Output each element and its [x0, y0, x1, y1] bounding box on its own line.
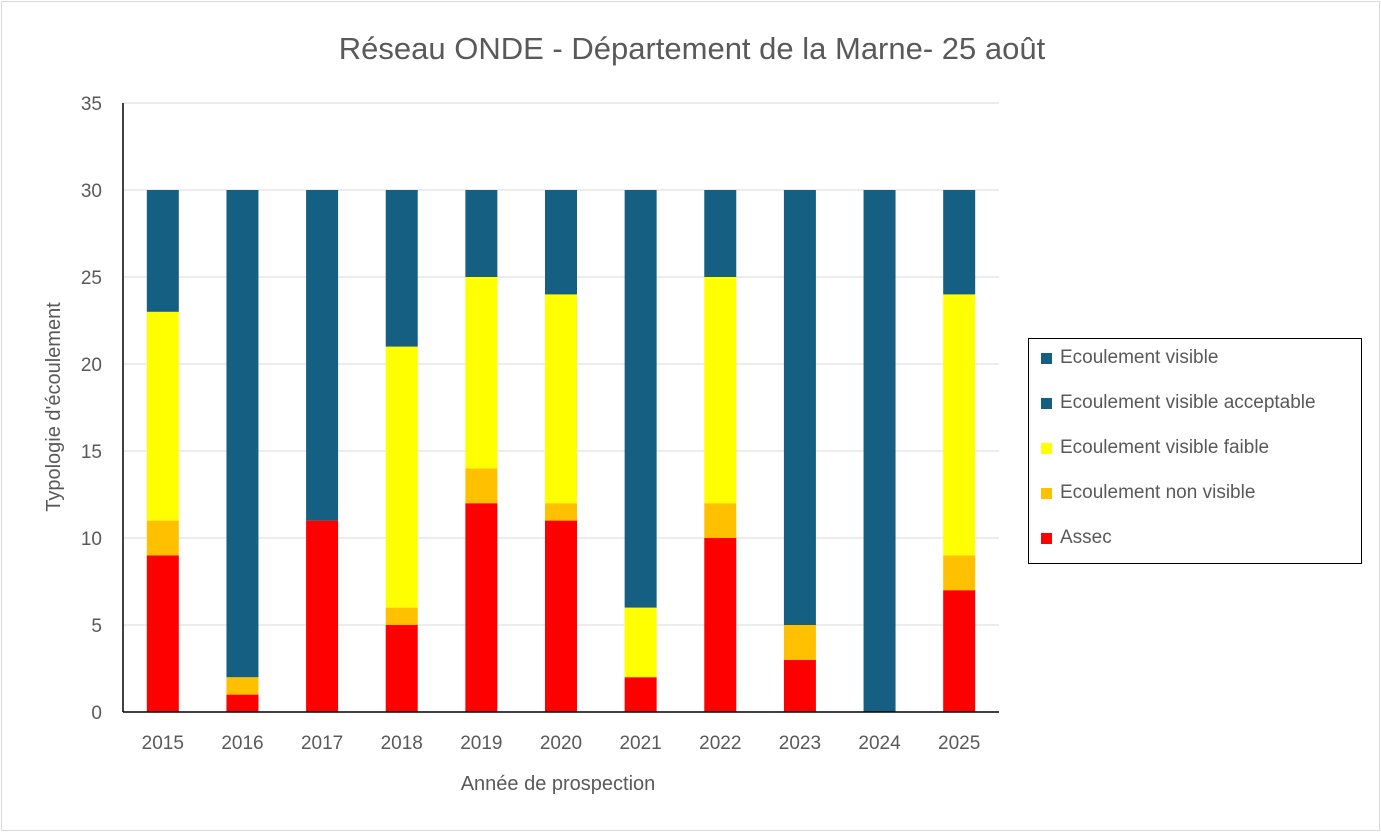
- legend-item: Assec: [1041, 527, 1112, 549]
- legend-swatch-icon: [1041, 532, 1052, 544]
- y-tick-label: 15: [81, 442, 102, 463]
- legend-label: Ecoulement visible acceptable: [1060, 392, 1316, 413]
- bar-ecoulement-visible-acceptable-2015: [146, 190, 179, 312]
- y-tick-label: 10: [81, 529, 102, 550]
- bar-ecoulement-visible-acceptable-2025: [943, 190, 976, 295]
- bar-assec-2019: [465, 503, 498, 712]
- legend-label: Ecoulement non visible: [1060, 482, 1256, 503]
- bar-ecoulement-visible-faible-2018: [385, 346, 418, 608]
- bar-assec-2016: [226, 694, 259, 712]
- bar-ecoulement-visible-acceptable-2023: [783, 190, 816, 625]
- bar-ecoulement-visible-acceptable-2024: [863, 190, 896, 712]
- bar-ecoulement-visible-acceptable-2021: [624, 190, 657, 608]
- legend: Ecoulement visible Ecoulement visible acc…: [1028, 338, 1362, 564]
- bar-assec-2021: [624, 677, 657, 712]
- bar-assec-2017: [306, 520, 339, 712]
- bar-assec-2018: [385, 625, 418, 712]
- x-tick-label: 2015: [142, 733, 184, 754]
- x-tick-label: 2019: [460, 733, 502, 754]
- bar-ecoulement-visible-acceptable-2017: [306, 190, 339, 521]
- bar-ecoulement-visible-acceptable-2019: [465, 190, 498, 277]
- bar-ecoulement-non-visible-2020: [545, 503, 577, 521]
- legend-item: Ecoulement visible acceptable: [1041, 392, 1316, 414]
- bar-ecoulement-visible-faible-2022: [704, 277, 737, 504]
- bar-assec-2023: [783, 659, 816, 712]
- bar-ecoulement-non-visible-2019: [465, 468, 498, 504]
- x-tick-label: 2017: [301, 733, 343, 754]
- x-tick-label: 2020: [540, 733, 582, 754]
- legend-swatch-icon: [1041, 352, 1052, 364]
- bar-assec-2022: [704, 538, 737, 712]
- legend-item: Ecoulement visible: [1041, 347, 1218, 369]
- bar-ecoulement-visible-faible-2025: [943, 294, 976, 556]
- bar-ecoulement-visible-faible-2020: [545, 294, 577, 504]
- bar-ecoulement-visible-acceptable-2020: [545, 190, 577, 295]
- x-tick-label: 2022: [699, 733, 741, 754]
- bar-assec-2025: [943, 590, 976, 712]
- legend-swatch-icon: [1041, 442, 1052, 454]
- x-tick-label: 2024: [858, 733, 901, 754]
- y-tick-label: 25: [81, 268, 102, 289]
- x-tick-label: 2023: [779, 733, 821, 754]
- x-tick-label: 2021: [619, 733, 661, 754]
- y-tick-label: 35: [81, 94, 102, 115]
- x-tick-label: 2016: [221, 733, 263, 754]
- legend-label: Ecoulement visible faible: [1060, 437, 1270, 458]
- y-axis-label: Typologie d'écoulement: [43, 302, 65, 512]
- x-tick-label: 2018: [381, 733, 423, 754]
- bar-ecoulement-non-visible-2016: [226, 677, 259, 695]
- legend-swatch-icon: [1041, 487, 1052, 499]
- legend-label: Assec: [1060, 527, 1112, 548]
- y-tick-label: 30: [81, 181, 102, 202]
- bar-ecoulement-non-visible-2025: [943, 555, 976, 591]
- bar-ecoulement-non-visible-2023: [783, 625, 816, 660]
- bar-ecoulement-visible-acceptable-2016: [226, 190, 259, 678]
- legend-item: Ecoulement non visible: [1041, 482, 1255, 504]
- bar-assec-2020: [545, 520, 577, 712]
- bar-ecoulement-visible-acceptable-2022: [704, 190, 737, 277]
- legend-label: Ecoulement visible: [1060, 347, 1219, 368]
- bar-ecoulement-visible-faible-2015: [146, 311, 179, 521]
- legend-item: Ecoulement visible faible: [1041, 437, 1269, 459]
- bar-ecoulement-non-visible-2022: [704, 503, 737, 538]
- bar-ecoulement-visible-faible-2019: [465, 277, 498, 469]
- bar-ecoulement-visible-faible-2021: [624, 607, 657, 678]
- y-tick-label: 20: [81, 355, 102, 376]
- chart-title: Réseau ONDE - Département de la Marne- 2…: [339, 31, 1046, 66]
- x-tick-label: 2025: [938, 733, 980, 754]
- y-tick-label: 5: [91, 616, 102, 637]
- y-tick-label: 0: [91, 703, 102, 724]
- bar-ecoulement-visible-acceptable-2018: [385, 190, 418, 347]
- bar-ecoulement-non-visible-2018: [385, 607, 418, 625]
- bar-assec-2015: [146, 555, 179, 712]
- legend-swatch-icon: [1041, 397, 1052, 409]
- x-axis-label: Année de prospection: [461, 773, 656, 795]
- bar-ecoulement-non-visible-2015: [146, 520, 179, 556]
